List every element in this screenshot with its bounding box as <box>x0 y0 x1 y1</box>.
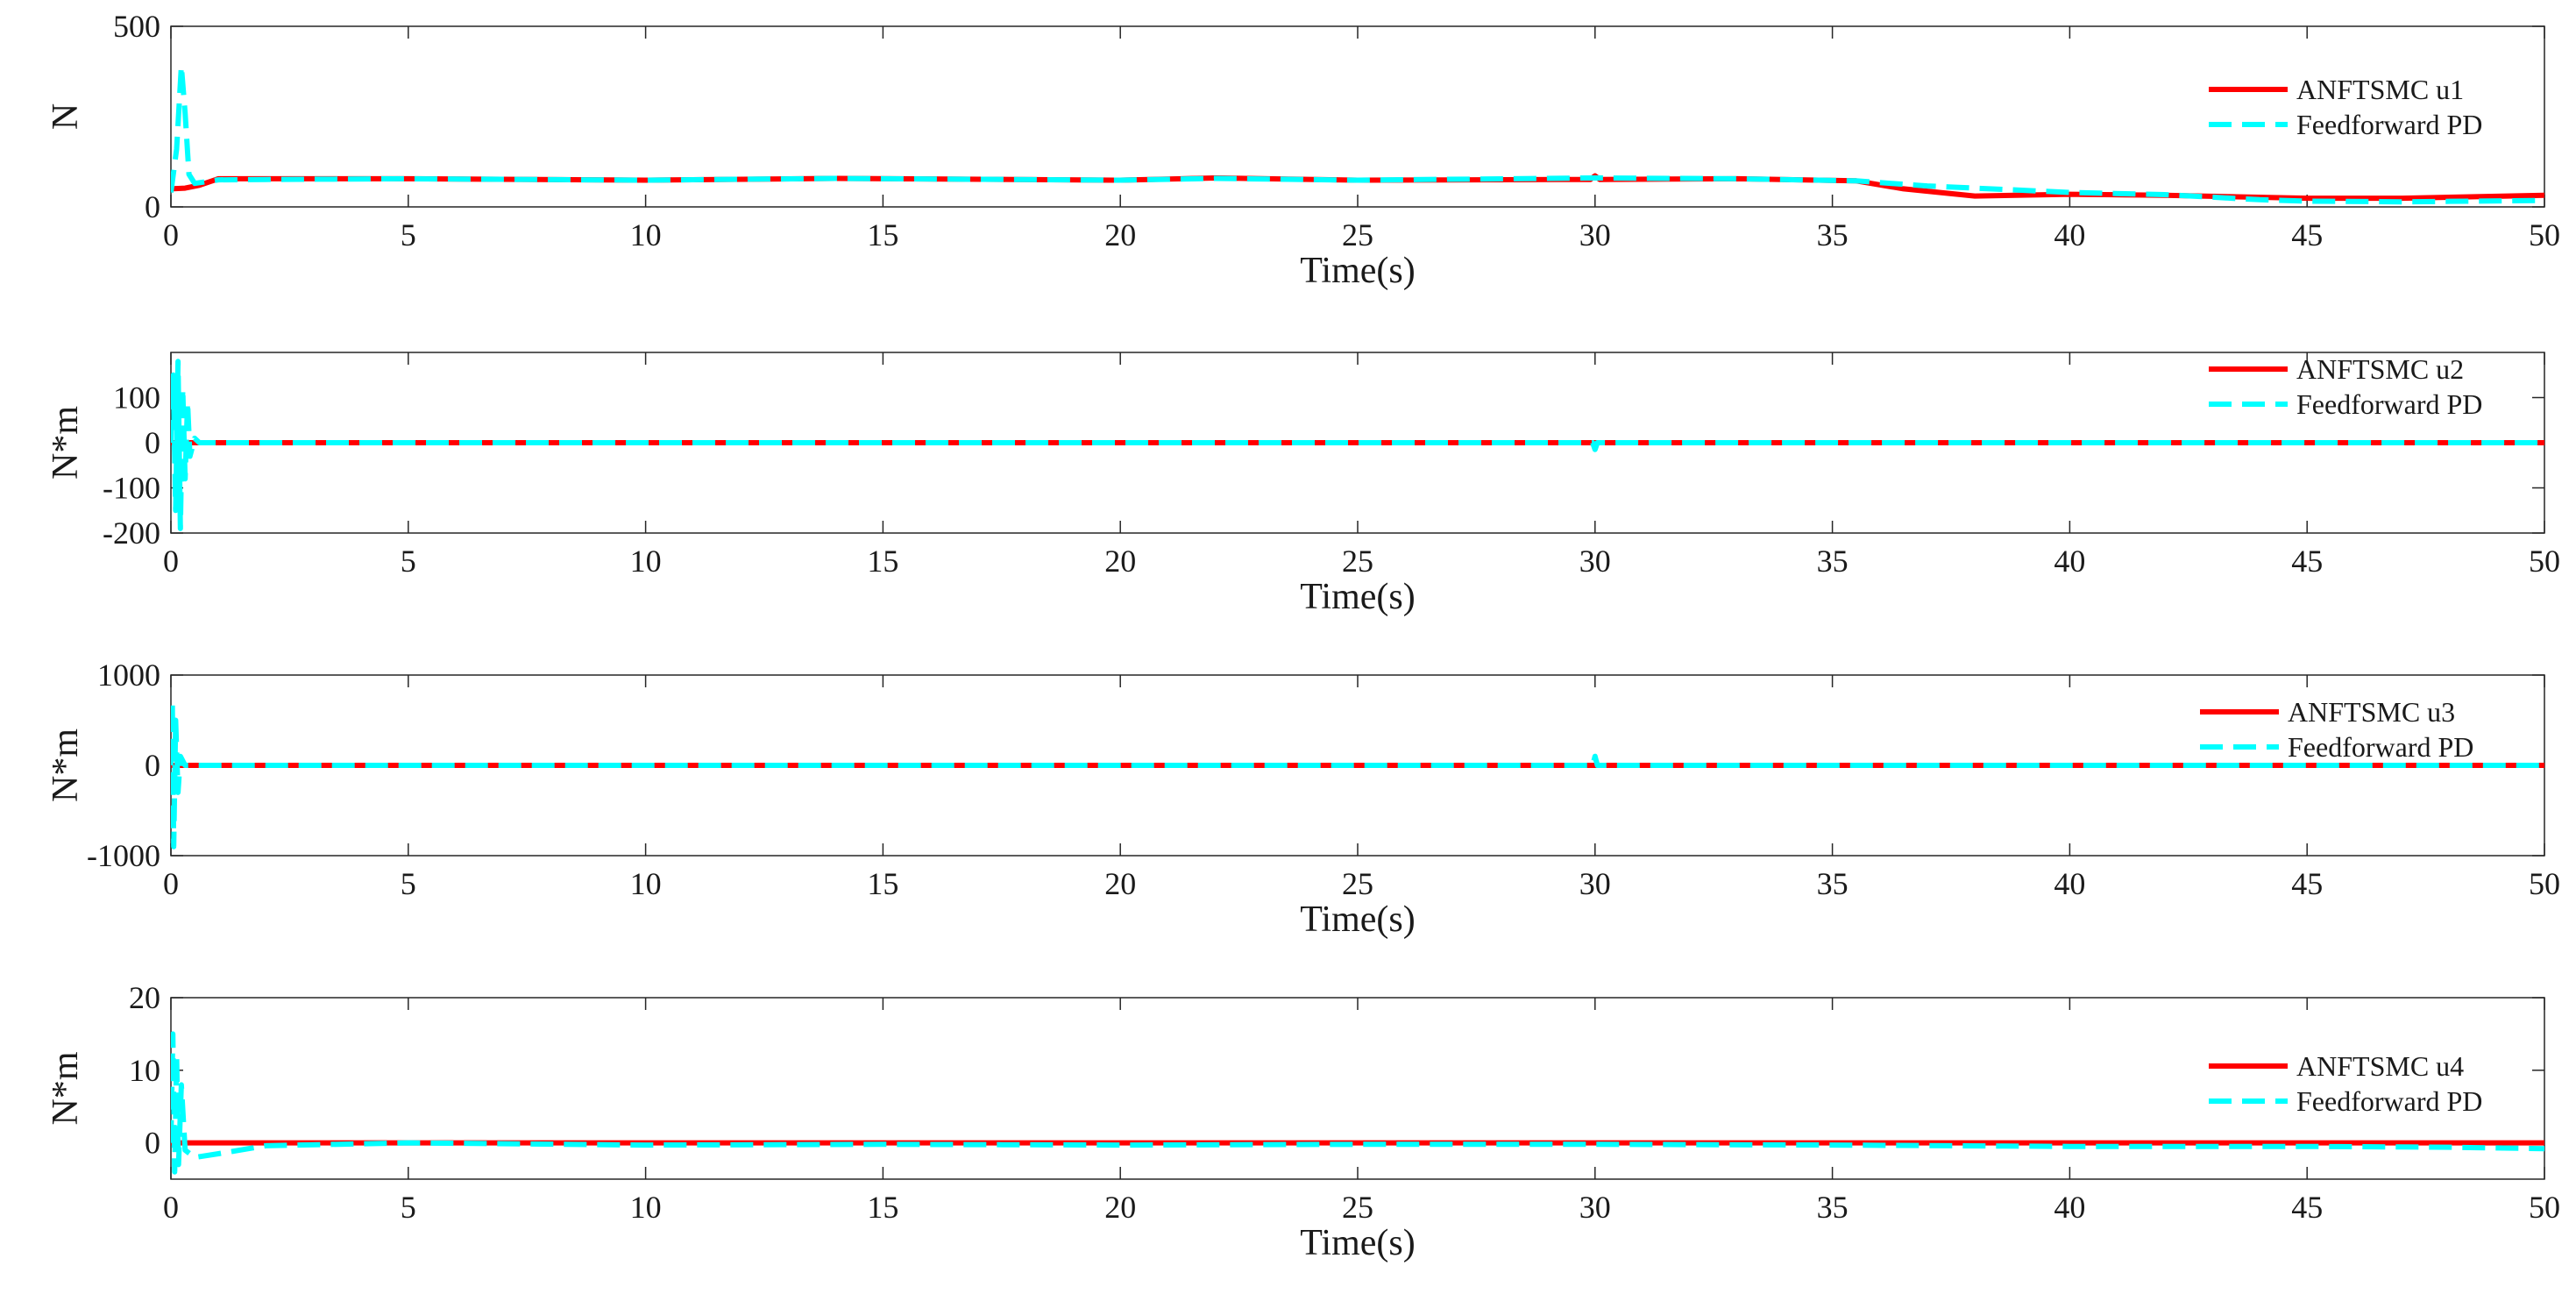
x-tick-label: 20 <box>1104 866 1136 901</box>
legend-label: Feedforward PD <box>2296 109 2482 140</box>
legend-label: Feedforward PD <box>2296 1085 2482 1117</box>
y-tick-label: 100 <box>113 380 160 416</box>
x-tick-label: 25 <box>1342 544 1373 579</box>
x-tick-label: 40 <box>2054 544 2085 579</box>
y-tick-label: 0 <box>145 748 160 783</box>
legend-label: Feedforward PD <box>2288 731 2473 763</box>
x-tick-label: 20 <box>1104 217 1136 252</box>
x-tick-label: 35 <box>1817 217 1849 252</box>
legend-label: Feedforward PD <box>2296 388 2482 420</box>
x-tick-label: 35 <box>1817 1190 1849 1225</box>
y-tick-label: 0 <box>145 425 160 460</box>
subplot-1: 0 5 10 15 20 25 30 35 40 45 500500Time(s)NANFTSMC … <box>46 9 2560 291</box>
series-group <box>171 1031 2544 1175</box>
subplot-4: 0 5 10 15 20 25 30 35 40 45 50 0 10 20 Time(s) N*m ANFTS… <box>46 980 2560 1263</box>
x-tick-label: 10 <box>630 217 662 252</box>
y-tick-label: 0 <box>145 189 160 224</box>
x-tick-label: 10 <box>630 866 662 901</box>
axes-box <box>170 997 2545 1180</box>
x-tick-label: 20 <box>1104 1190 1136 1225</box>
y-tick-label: -1000 <box>87 838 160 873</box>
x-tick-label: 15 <box>867 1190 898 1225</box>
x-tick-label: 40 <box>2054 217 2085 252</box>
x-tick-label: 25 <box>1342 1190 1373 1225</box>
y-axis-label: N*m <box>46 406 86 480</box>
x-tick-label: 40 <box>2054 1190 2085 1225</box>
series-line-feedforward-pd <box>171 699 2544 850</box>
subplot-3: 0 5 10 15 20 25 30 35 40 45 50-100001000Time(s)N*m… <box>46 658 2560 940</box>
x-tick-label: 5 <box>401 1190 416 1225</box>
y-tick-label: 500 <box>113 9 160 44</box>
x-tick-label: 50 <box>2529 217 2560 252</box>
x-tick-label: 0 <box>163 866 179 901</box>
series-line-feedforward-pd <box>171 1031 2544 1175</box>
x-axis-label: Time(s) <box>1300 1223 1415 1263</box>
x-tick-label: 20 <box>1104 544 1136 579</box>
x-tick-label: 45 <box>2291 866 2323 901</box>
x-tick-label: 30 <box>1579 1190 1611 1225</box>
series-line-feedforward-pd <box>171 359 2544 531</box>
x-tick-label: 50 <box>2529 544 2560 579</box>
y-tick-label: -100 <box>103 471 160 506</box>
x-tick-label: 50 <box>2529 1190 2560 1225</box>
y-tick-label: 20 <box>129 980 160 1015</box>
series-group <box>171 699 2544 850</box>
y-axis-label: N*m <box>46 1051 86 1125</box>
y-tick-label: 0 <box>145 1126 160 1161</box>
x-tick-label: 5 <box>401 866 416 901</box>
legend-label: ANFTSMC u3 <box>2288 696 2455 728</box>
x-tick-label: 0 <box>163 217 179 252</box>
x-tick-label: 35 <box>1817 866 1849 901</box>
x-tick-label: 45 <box>2291 1190 2323 1225</box>
series-group <box>171 63 2544 205</box>
x-tick-label: 15 <box>867 544 898 579</box>
x-tick-label: 35 <box>1817 544 1849 579</box>
x-tick-label: 10 <box>630 544 662 579</box>
x-tick-label: 30 <box>1579 544 1611 579</box>
x-tick-label: 5 <box>401 217 416 252</box>
x-tick-label: 30 <box>1579 866 1611 901</box>
series-line-feedforward-pd <box>171 63 2544 205</box>
axes-box <box>170 25 2545 208</box>
x-tick-label: 10 <box>630 1190 662 1225</box>
legend-label: ANFTSMC u2 <box>2296 353 2464 385</box>
x-axis-label: Time(s) <box>1300 577 1415 617</box>
x-axis-label: Time(s) <box>1300 899 1415 940</box>
x-tick-label: 15 <box>867 866 898 901</box>
x-tick-label: 15 <box>867 217 898 252</box>
x-tick-label: 0 <box>163 544 179 579</box>
x-tick-label: 25 <box>1342 866 1373 901</box>
x-axis-label: Time(s) <box>1300 251 1415 291</box>
x-tick-label: 30 <box>1579 217 1611 252</box>
x-tick-label: 5 <box>401 544 416 579</box>
x-tick-label: 45 <box>2291 544 2323 579</box>
y-tick-label: 10 <box>129 1053 160 1088</box>
x-tick-label: 50 <box>2529 866 2560 901</box>
series-group <box>171 359 2544 531</box>
subplot-2: 0 5 10 15 20 25 30 35 40 45 50 -200 -100 0 100 Time(s) N… <box>46 352 2560 617</box>
y-tick-label: -200 <box>103 515 160 551</box>
x-tick-label: 45 <box>2291 217 2323 252</box>
legend-label: ANFTSMC u4 <box>2296 1050 2464 1082</box>
y-axis-label: N <box>46 103 86 130</box>
y-axis-label: N*m <box>46 729 86 802</box>
x-tick-label: 0 <box>163 1190 179 1225</box>
x-tick-label: 40 <box>2054 866 2085 901</box>
x-tick-label: 25 <box>1342 217 1373 252</box>
y-tick-label: 1000 <box>97 658 160 693</box>
legend-label: ANFTSMC u1 <box>2296 74 2464 105</box>
